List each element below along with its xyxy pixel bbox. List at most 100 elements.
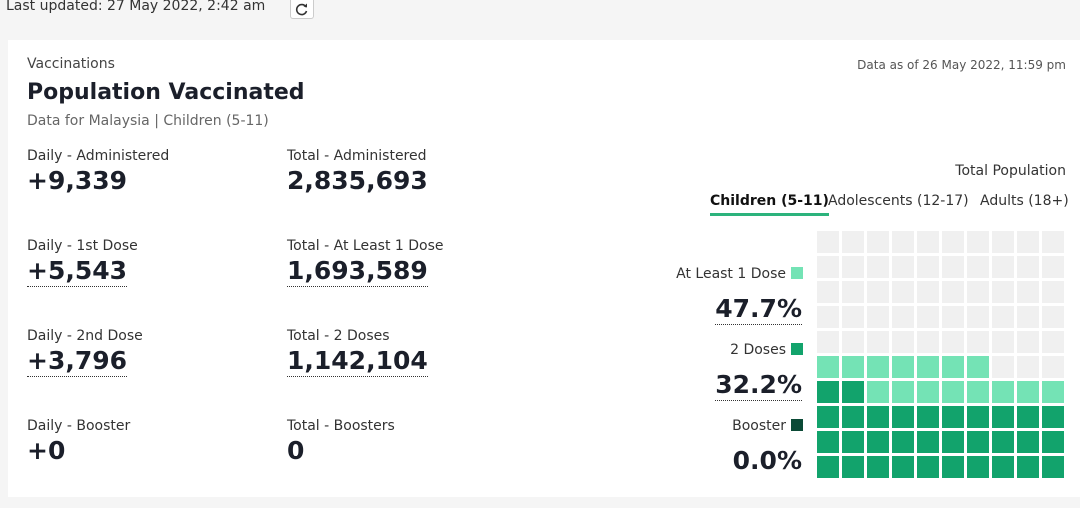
waffle-empty-cell: [892, 306, 914, 328]
waffle-cell: [892, 406, 914, 428]
waffle-empty-cell: [867, 306, 889, 328]
waffle-empty-cell: [817, 256, 839, 278]
stat-label: Daily - 1st Dose: [27, 238, 138, 254]
waffle-cell: [842, 431, 864, 453]
dose-swatch: [791, 343, 803, 355]
waffle-empty-cell: [817, 231, 839, 253]
waffle-empty-cell: [892, 256, 914, 278]
waffle-empty-cell: [1042, 281, 1064, 303]
tab[interactable]: Adults (18+): [980, 193, 1069, 209]
waffle-empty-cell: [917, 281, 939, 303]
waffle-empty-cell: [842, 281, 864, 303]
dose-value: 0.0%: [732, 446, 802, 475]
waffle-cell: [942, 381, 964, 403]
waffle-cell: [992, 406, 1014, 428]
waffle-empty-cell: [842, 256, 864, 278]
waffle-cell: [942, 356, 964, 378]
waffle-cell: [1042, 456, 1064, 478]
population-label: Total Population: [955, 163, 1066, 179]
waffle-cell: [1017, 456, 1039, 478]
waffle-cell: [817, 456, 839, 478]
waffle-empty-cell: [917, 231, 939, 253]
stat-label: Daily - 2nd Dose: [27, 328, 143, 344]
waffle-cell: [867, 456, 889, 478]
waffle-empty-cell: [892, 331, 914, 353]
waffle-cell: [917, 431, 939, 453]
stat-label: Total - 2 Doses: [287, 328, 390, 344]
refresh-icon: [295, 3, 308, 16]
waffle-empty-cell: [1042, 331, 1064, 353]
waffle-cell: [992, 456, 1014, 478]
waffle-cell: [817, 406, 839, 428]
waffle-empty-cell: [1017, 331, 1039, 353]
waffle-empty-cell: [967, 281, 989, 303]
waffle-cell: [892, 456, 914, 478]
stat-value: +5,543: [27, 256, 128, 287]
waffle-empty-cell: [1017, 281, 1039, 303]
waffle-empty-cell: [992, 306, 1014, 328]
waffle-empty-cell: [867, 256, 889, 278]
stat-label: Daily - Administered: [27, 148, 170, 164]
waffle-empty-cell: [942, 231, 964, 253]
waffle-empty-cell: [917, 256, 939, 278]
waffle-empty-cell: [842, 306, 864, 328]
section-label: Vaccinations: [27, 56, 115, 72]
dose-swatch: [791, 419, 803, 431]
dose-label-row: At Least 1 Dose: [676, 266, 803, 282]
card-title: Population Vaccinated: [27, 80, 305, 105]
waffle-cell: [992, 381, 1014, 403]
waffle-empty-cell: [817, 331, 839, 353]
waffle-empty-cell: [942, 331, 964, 353]
waffle-empty-cell: [967, 231, 989, 253]
waffle-cell: [992, 431, 1014, 453]
waffle-empty-cell: [867, 281, 889, 303]
tab[interactable]: Adolescents (12-17): [828, 193, 969, 209]
waffle-cell: [892, 381, 914, 403]
waffle-empty-cell: [892, 231, 914, 253]
waffle-cell: [892, 356, 914, 378]
tab[interactable]: Children (5-11): [710, 193, 829, 216]
waffle-cell: [867, 406, 889, 428]
waffle-cell: [1042, 381, 1064, 403]
waffle-cell: [842, 356, 864, 378]
waffle-cell: [867, 356, 889, 378]
stat-value: 1,142,104: [287, 346, 428, 377]
stat-value: +3,796: [27, 346, 128, 377]
dose-label-row: Booster: [732, 418, 803, 434]
waffle-cell: [942, 456, 964, 478]
dose-label: At Least 1 Dose: [676, 266, 786, 282]
waffle-cell: [967, 456, 989, 478]
waffle-cell: [1042, 406, 1064, 428]
waffle-cell: [967, 406, 989, 428]
waffle-cell: [817, 381, 839, 403]
waffle-cell: [1017, 431, 1039, 453]
waffle-cell: [917, 381, 939, 403]
waffle-empty-cell: [967, 306, 989, 328]
waffle-empty-cell: [842, 231, 864, 253]
waffle-cell: [817, 431, 839, 453]
waffle-empty-cell: [1017, 231, 1039, 253]
waffle-empty-cell: [942, 306, 964, 328]
waffle-cell: [1017, 381, 1039, 403]
stat-value: +9,339: [27, 166, 128, 195]
waffle-cell: [967, 381, 989, 403]
stat-label: Total - Boosters: [287, 418, 395, 434]
waffle-cell: [967, 431, 989, 453]
refresh-button[interactable]: [290, 0, 314, 19]
waffle-empty-cell: [942, 281, 964, 303]
waffle-cell: [842, 381, 864, 403]
waffle-empty-cell: [917, 331, 939, 353]
stat-label: Daily - Booster: [27, 418, 131, 434]
dose-label: 2 Doses: [730, 342, 786, 358]
waffle-empty-cell: [1042, 306, 1064, 328]
waffle-empty-cell: [992, 256, 1014, 278]
waffle-cell: [967, 356, 989, 378]
waffle-empty-cell: [867, 231, 889, 253]
waffle-cell: [842, 456, 864, 478]
waffle-cell: [917, 456, 939, 478]
waffle-empty-cell: [992, 331, 1014, 353]
stat-value: +0: [27, 436, 66, 465]
waffle-empty-cell: [917, 306, 939, 328]
waffle-empty-cell: [1017, 256, 1039, 278]
